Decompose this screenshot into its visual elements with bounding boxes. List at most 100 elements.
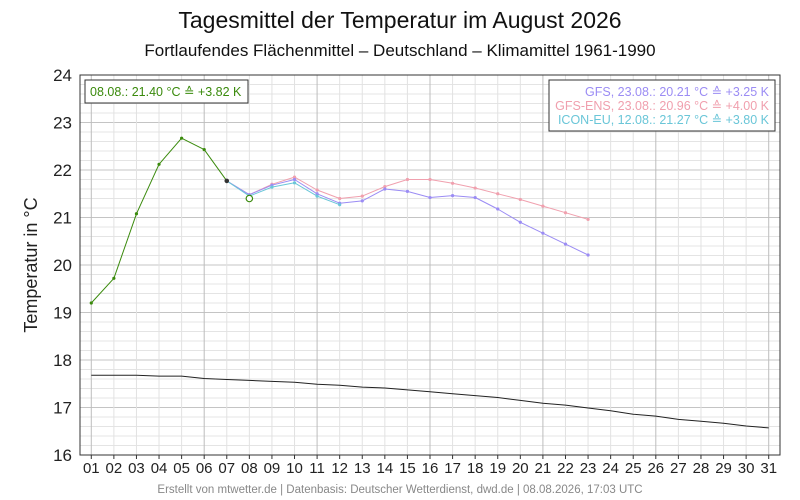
data-point bbox=[338, 196, 342, 201]
data-point bbox=[541, 204, 545, 208]
data-point bbox=[563, 211, 568, 215]
x-tick-label: 12 bbox=[331, 460, 348, 477]
data-point bbox=[586, 217, 590, 221]
data-point bbox=[292, 177, 297, 182]
x-tick-label: 13 bbox=[354, 460, 371, 477]
x-tick-label: 24 bbox=[602, 460, 619, 477]
data-point bbox=[292, 181, 297, 185]
data-point bbox=[473, 195, 477, 200]
y-tick-label: 22 bbox=[53, 161, 72, 180]
series-line-climate-mean bbox=[91, 374, 769, 429]
y-axis-label: Temperatur in °C bbox=[21, 197, 41, 332]
y-tick-labels: 16 17 18 19 20 21 22 23 24 bbox=[53, 66, 72, 465]
data-point bbox=[315, 188, 319, 192]
legend: GFS, 23.08.: 20.21 °C ≙ +3.25 K GFS-ENS,… bbox=[548, 79, 776, 132]
x-tick-labels: 01 02 03 04 05 06 07 08 09 10 11 12 13 14 15 16 17 18 19 20… bbox=[83, 455, 777, 477]
x-tick-label: 14 bbox=[376, 460, 393, 477]
x-tick-label: 22 bbox=[557, 460, 574, 477]
y-tick-label: 23 bbox=[53, 114, 72, 133]
x-tick-label: 15 bbox=[399, 460, 416, 477]
x-tick-label: 28 bbox=[693, 460, 710, 477]
data-point bbox=[586, 253, 590, 257]
annotation-box: 08.08.: 21.40 °C ≙ +3.82 K bbox=[84, 79, 249, 104]
series-line-icon-eu bbox=[226, 180, 340, 206]
x-tick-label: 20 bbox=[512, 460, 529, 477]
data-point bbox=[315, 192, 319, 196]
data-point bbox=[157, 162, 161, 166]
x-tick-label: 19 bbox=[489, 460, 506, 477]
annotation-box-frame bbox=[84, 79, 249, 104]
data-point bbox=[202, 147, 206, 152]
x-tick-label: 25 bbox=[625, 460, 642, 477]
x-tick-label: 26 bbox=[647, 460, 664, 477]
data-point bbox=[541, 231, 545, 235]
data-point bbox=[383, 187, 387, 191]
y-tick-label: 21 bbox=[53, 209, 72, 228]
series-climate-mean bbox=[91, 374, 769, 429]
data-point bbox=[405, 189, 410, 193]
data-point bbox=[292, 175, 297, 179]
data-point bbox=[563, 242, 568, 246]
legend-entry-icon-eu: ICON-EU, 12.08.: 21.27 °C ≙ +3.80 K bbox=[558, 113, 770, 127]
x-tick-label: 08 bbox=[241, 460, 258, 477]
data-point bbox=[473, 186, 477, 190]
data-point bbox=[360, 199, 364, 203]
data-point bbox=[518, 220, 522, 224]
series-gfs-ens bbox=[225, 175, 590, 221]
data-point bbox=[428, 195, 432, 200]
y-tick-label: 24 bbox=[53, 66, 72, 85]
data-point bbox=[450, 181, 455, 185]
data-point bbox=[134, 212, 139, 216]
x-tick-label: 29 bbox=[715, 460, 732, 477]
footer-credits: Erstellt von mtwetter.de | Datenbasis: D… bbox=[157, 484, 642, 496]
x-tick-label: 27 bbox=[670, 460, 687, 477]
x-tick-label: 23 bbox=[580, 460, 597, 477]
y-tick-label: 20 bbox=[53, 256, 72, 275]
x-tick-label: 10 bbox=[286, 460, 303, 477]
data-point bbox=[383, 185, 387, 189]
last-observed-point bbox=[224, 178, 230, 184]
grid bbox=[80, 74, 780, 456]
data-point bbox=[270, 185, 274, 189]
x-tick-label: 16 bbox=[422, 460, 439, 477]
legend-entry-gfs-ens: GFS-ENS, 23.08.: 20.96 °C ≙ +4.00 K bbox=[555, 99, 770, 113]
y-tick-label: 16 bbox=[53, 446, 72, 465]
data-point bbox=[180, 136, 184, 140]
data-point bbox=[405, 177, 410, 182]
x-tick-label: 02 bbox=[106, 460, 123, 477]
series bbox=[89, 136, 769, 429]
x-tick-label: 04 bbox=[151, 460, 168, 477]
current-value-marker bbox=[245, 194, 254, 203]
legend-entry-gfs: GFS, 23.08.: 20.21 °C ≙ +3.25 K bbox=[585, 85, 770, 99]
x-tick-label: 06 bbox=[196, 460, 213, 477]
chart-title: Tagesmittel der Temperatur im August 202… bbox=[178, 7, 621, 33]
chart-subtitle: Fortlaufendes Flächenmittel – Deutschlan… bbox=[144, 41, 655, 60]
x-tick-label: 03 bbox=[128, 460, 145, 477]
x-tick-label: 07 bbox=[218, 460, 235, 477]
x-tick-label: 09 bbox=[264, 460, 281, 477]
x-tick-label: 31 bbox=[760, 460, 777, 477]
data-point bbox=[428, 177, 432, 182]
legend-frame bbox=[548, 79, 776, 132]
data-point bbox=[518, 197, 522, 202]
x-tick-label: 11 bbox=[309, 460, 325, 477]
x-tick-label: 17 bbox=[444, 460, 461, 477]
x-tick-label: 01 bbox=[83, 460, 100, 477]
x-tick-label: 18 bbox=[467, 460, 484, 477]
data-point bbox=[315, 194, 319, 198]
data-point bbox=[89, 301, 93, 305]
data-point bbox=[112, 276, 116, 280]
y-tick-label: 19 bbox=[53, 304, 72, 323]
data-point bbox=[338, 203, 342, 207]
data-point bbox=[360, 194, 364, 198]
y-tick-label: 17 bbox=[53, 399, 72, 418]
data-point bbox=[450, 194, 455, 198]
annotation-text: 08.08.: 21.40 °C ≙ +3.82 K bbox=[90, 85, 242, 99]
x-tick-label: 30 bbox=[738, 460, 755, 477]
x-tick-label: 21 bbox=[535, 460, 552, 477]
y-tick-label: 18 bbox=[53, 351, 72, 370]
data-point bbox=[496, 192, 500, 196]
x-tick-label: 05 bbox=[173, 460, 190, 477]
data-point bbox=[496, 207, 500, 211]
